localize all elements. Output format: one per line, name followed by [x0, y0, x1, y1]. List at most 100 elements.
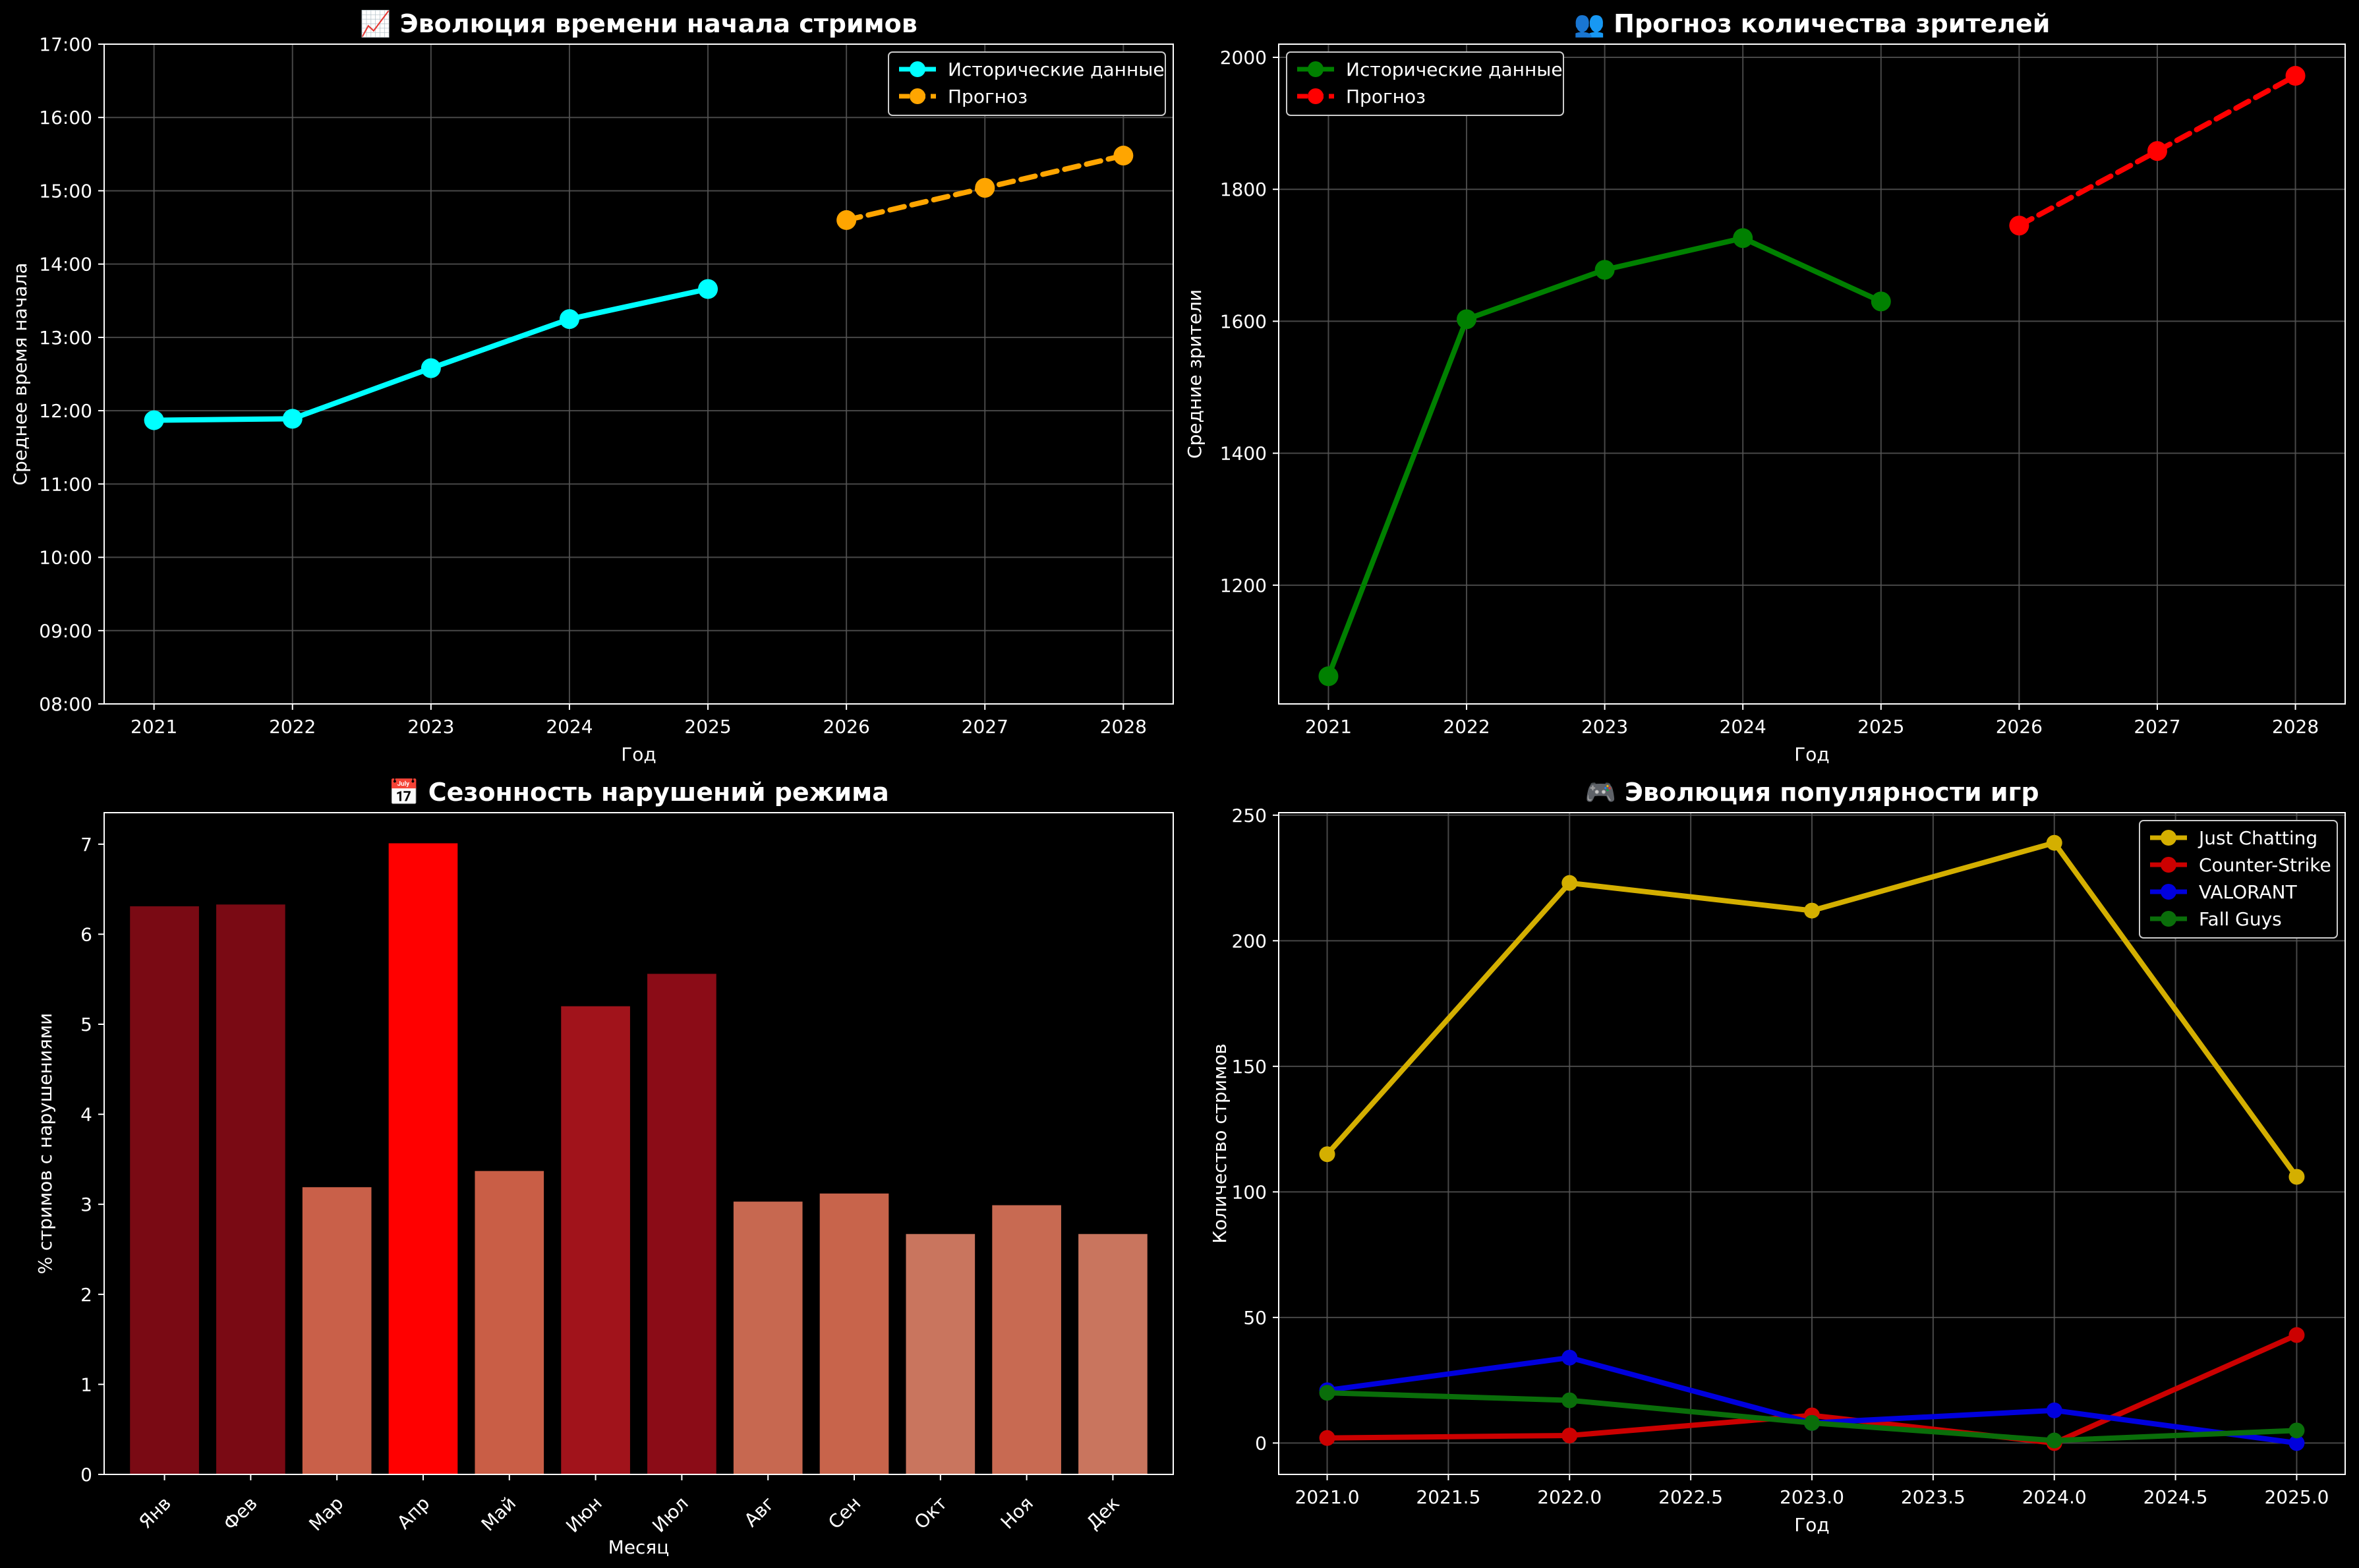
bar-Май — [475, 1171, 544, 1474]
x-tick-label: 2028 — [2272, 716, 2319, 738]
data-point — [1804, 902, 1820, 919]
data-point — [698, 279, 718, 299]
bar-Июн — [561, 1006, 630, 1474]
y-tick-label: 2000 — [1220, 47, 1267, 69]
data-point — [975, 177, 995, 198]
legend-label: Прогноз — [948, 86, 1028, 107]
legend-label: Fall Guys — [2199, 908, 2282, 930]
y-tick-label: 3 — [80, 1194, 92, 1215]
y-tick-label: 0 — [1255, 1432, 1267, 1454]
y-tick-label: 100 — [1232, 1181, 1267, 1203]
legend-label: Counter-Strike — [2199, 854, 2331, 876]
x-tick-label: 2021 — [1305, 716, 1352, 738]
y-tick-label: 2 — [80, 1284, 92, 1306]
plot-frame — [1278, 812, 2346, 1475]
data-point — [2285, 66, 2306, 86]
x-tick-label: Ноя — [997, 1492, 1037, 1533]
chart-2: 👥 Прогноз количества зрителей 1200 1400 160… — [1184, 9, 2346, 765]
y-tick-label: 0 — [80, 1464, 92, 1486]
x-tick-label: 2023.5 — [1901, 1486, 1966, 1508]
chart-title: 📅 Сезонность нарушений режима — [388, 778, 889, 807]
chart-3: 📅 Сезонность нарушений режима 0 1 2 3 4 5 6 7 Янв… — [34, 778, 1174, 1558]
y-tick-label: 11:00 — [39, 473, 92, 495]
data-point — [2288, 1327, 2305, 1343]
x-tick-label: 2021.0 — [1295, 1486, 1360, 1508]
x-tick-label: 2022.5 — [1658, 1486, 1723, 1508]
chart-title: 👥 Прогноз количества зрителей — [1574, 9, 2051, 38]
data-point — [2046, 1432, 2062, 1449]
x-tick-label: 2023.0 — [1780, 1486, 1844, 1508]
data-point — [2046, 1402, 2062, 1418]
y-tick-label: 09:00 — [39, 620, 92, 642]
data-point — [1319, 1430, 1335, 1446]
y-tick-label: 150 — [1232, 1056, 1267, 1078]
y-axis-label: Средние зрители — [1184, 289, 1206, 459]
legend-label: Исторические данные — [1346, 59, 1563, 80]
data-point — [1561, 875, 1578, 891]
x-tick-label: Авг — [740, 1492, 779, 1531]
y-tick-label: 17:00 — [39, 34, 92, 55]
legend-frame — [1286, 51, 1564, 116]
legend-label: Прогноз — [1346, 86, 1426, 107]
legend-label: Исторические данные — [948, 59, 1165, 80]
x-tick-label: 2028 — [1100, 716, 1147, 738]
x-tick-label: Сен — [824, 1492, 865, 1533]
y-tick-label: 1800 — [1220, 179, 1267, 200]
data-point — [1319, 1146, 1335, 1163]
x-tick-label: Окт — [910, 1492, 951, 1533]
data-point — [1319, 1385, 1335, 1401]
legend-frame — [2139, 820, 2338, 939]
x-tick-label: 2024.0 — [2022, 1486, 2087, 1508]
x-tick-label: 2023 — [1581, 716, 1628, 738]
y-tick-label: 16:00 — [39, 107, 92, 129]
bar-Янв — [130, 906, 199, 1474]
x-axis-label: Год — [621, 743, 656, 765]
legend-marker — [2161, 857, 2176, 873]
x-tick-label: 2024.5 — [2143, 1486, 2208, 1508]
chart-title: 📈 Эволюция времени начала стримов — [360, 9, 917, 38]
data-point — [1804, 1414, 1820, 1431]
y-tick-label: 15:00 — [39, 180, 92, 202]
data-point — [1561, 1349, 1578, 1366]
bar-Дек — [1078, 1234, 1148, 1474]
x-tick-label: 2022 — [269, 716, 316, 738]
data-point — [2288, 1435, 2305, 1451]
x-tick-label: 2021.5 — [1416, 1486, 1480, 1508]
bar-Авг — [733, 1202, 803, 1474]
data-point — [559, 309, 579, 330]
data-point — [144, 410, 164, 430]
legend: Just Chatting Counter-Strike VALORANT Fall … — [2139, 820, 2338, 939]
data-point — [2288, 1169, 2305, 1185]
x-tick-label: Мар — [305, 1492, 347, 1535]
x-tick-label: Апр — [393, 1492, 434, 1533]
y-tick-label: 4 — [80, 1104, 92, 1126]
legend-marker — [1308, 88, 1324, 104]
data-point — [836, 210, 857, 230]
y-axis-label: Среднее время начала — [9, 262, 31, 485]
chart-1: 📈 Эволюция времени начала стримов 08:00 09… — [9, 9, 1174, 765]
y-tick-label: 10:00 — [39, 547, 92, 569]
y-tick-label: 14:00 — [39, 254, 92, 276]
plot-frame — [103, 44, 1174, 705]
y-tick-label: 6 — [80, 923, 92, 945]
legend: Исторические данные Прогноз — [888, 51, 1166, 116]
bar-Апр — [388, 843, 458, 1474]
bar-Июл — [647, 973, 716, 1474]
x-tick-label: Июн — [562, 1492, 606, 1537]
y-axis-label: Количество стримов — [1209, 1043, 1231, 1244]
x-tick-label: 2025 — [684, 716, 731, 738]
legend-marker — [2161, 911, 2176, 927]
data-point — [1113, 146, 1134, 166]
data-point — [1871, 291, 1891, 312]
legend-label: VALORANT — [2199, 881, 2298, 903]
bar-Мар — [302, 1187, 372, 1474]
y-tick-label: 5 — [80, 1014, 92, 1035]
bar-Фев — [216, 904, 285, 1474]
data-point — [2147, 141, 2167, 161]
y-tick-label: 250 — [1232, 805, 1267, 827]
legend-marker — [2161, 884, 2176, 900]
x-tick-label: 2027 — [962, 716, 1008, 738]
data-point — [1561, 1392, 1578, 1408]
